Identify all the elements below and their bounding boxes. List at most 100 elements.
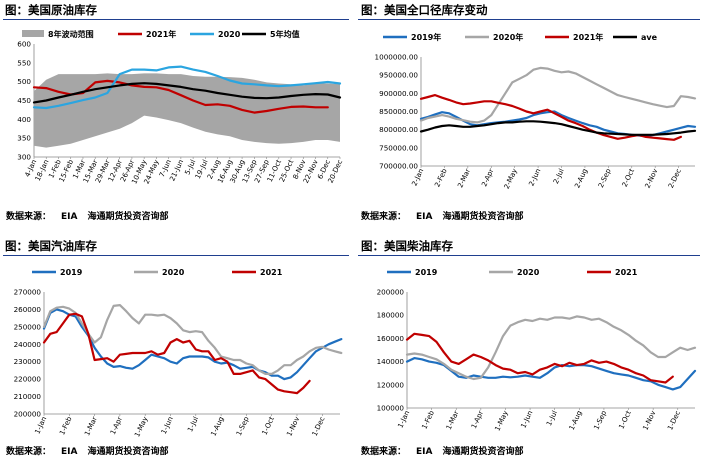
y-tick-label: 300 bbox=[17, 153, 31, 162]
x-tick-label: 1-Jul bbox=[545, 409, 559, 427]
legend-label: ave bbox=[641, 33, 658, 42]
y-tick-label: 800000.00 bbox=[379, 125, 418, 134]
y-tick-label: 120000 bbox=[377, 380, 405, 389]
y-tick-label: 230000 bbox=[14, 357, 42, 366]
y-tick-label: 270000 bbox=[14, 288, 42, 297]
source-org: EIA bbox=[416, 212, 433, 222]
source-org: EIA bbox=[61, 447, 78, 457]
legend-label: 2019 bbox=[415, 268, 438, 277]
y-tick-label: 100000 bbox=[377, 404, 405, 413]
series-line bbox=[42, 308, 343, 381]
x-tick-label: 1-Mar bbox=[445, 409, 461, 431]
x-tick-label: 2-Sep bbox=[597, 167, 613, 189]
panel-title: 图：美国柴油库存 bbox=[361, 239, 453, 253]
legend-label: 2019 bbox=[60, 268, 83, 277]
x-tick-label: 1-Apr bbox=[470, 409, 485, 430]
panel-title: 图：美国汽油库存 bbox=[5, 239, 97, 253]
source-note: 数据来源： EIA 海通期货投资咨询部 bbox=[361, 444, 534, 457]
x-tick-label: 1-Jun bbox=[519, 409, 534, 429]
y-tick-label: 140000 bbox=[377, 357, 405, 366]
x-tick-label: 2-Nov bbox=[644, 167, 660, 189]
legend-label: 2019年 bbox=[411, 32, 441, 42]
legend-label: 2021年 bbox=[146, 29, 176, 39]
y-tick-label: 600 bbox=[17, 40, 31, 49]
source-dept: 海通期货投资咨询部 bbox=[442, 447, 524, 457]
series-line bbox=[32, 82, 342, 104]
x-tick-label: 2-Aug bbox=[573, 167, 589, 189]
y-tick-label: 550 bbox=[17, 58, 31, 67]
x-tick-label: 2-Apr bbox=[480, 167, 495, 188]
x-tick-label: 1-Nov bbox=[285, 415, 301, 437]
series-line bbox=[405, 357, 697, 391]
x-tick-label: 1-Mar bbox=[83, 415, 99, 437]
y-tick-label: 200000 bbox=[377, 288, 405, 297]
y-tick-label: 450 bbox=[17, 96, 31, 105]
y-tick-label: 210000 bbox=[14, 392, 42, 401]
x-tick-label: 1-Oct bbox=[261, 415, 277, 436]
y-tick-label: 950000.00 bbox=[379, 71, 418, 80]
source-dept: 海通期货投资咨询部 bbox=[87, 447, 169, 457]
panel-title: 图：美国原油库存 bbox=[5, 3, 97, 17]
y-tick-label: 200000 bbox=[14, 410, 42, 419]
source-note: 数据来源： EIA 海通期货投资咨询部 bbox=[361, 209, 534, 222]
y-tick-label: 180000 bbox=[377, 311, 405, 320]
legend-swatch bbox=[22, 30, 44, 37]
legend-label: 5年均值 bbox=[270, 29, 300, 39]
title-underline bbox=[358, 255, 700, 256]
x-tick-label: 1-Sep bbox=[592, 409, 608, 431]
y-tick-label: 250000 bbox=[14, 322, 42, 331]
y-tick-label: 900000.00 bbox=[379, 89, 418, 98]
panel-crude-inventory: 图：美国原油库存 300 350 400 450 500 550 600 4-Jan 18-Ja… bbox=[0, 0, 352, 230]
panel-gasoline-inventory: 图：美国汽油库存 200000 210000 220000 230000 240000 2… bbox=[0, 236, 352, 460]
source-dept: 海通期货投资咨询部 bbox=[87, 212, 169, 222]
legend-label: 2021 bbox=[615, 268, 638, 277]
x-tick-label: 1-May bbox=[133, 415, 149, 438]
y-tick-label: 750000.00 bbox=[379, 143, 418, 152]
panel-title: 图：美国全口径库存变动 bbox=[361, 3, 488, 17]
y-tick-label: 220000 bbox=[14, 375, 42, 384]
series-line bbox=[419, 66, 697, 124]
source-label: 数据来源： bbox=[6, 447, 52, 457]
y-tick-label: 700000.00 bbox=[379, 162, 418, 171]
panel-diesel-inventory: 图：美国柴油库存 100000 120000 140000 160000 180000 2… bbox=[355, 236, 704, 460]
x-tick-label: 2-May bbox=[503, 167, 519, 190]
y-tick-label: 160000 bbox=[377, 334, 405, 343]
x-tick-label: 2-Feb bbox=[433, 167, 449, 188]
legend-label: 2020 bbox=[517, 268, 540, 277]
source-label: 数据来源： bbox=[6, 212, 52, 222]
y-tick-label: 350 bbox=[17, 134, 31, 143]
x-tick-label: 1-Jun bbox=[160, 415, 175, 435]
x-tick-label: 1-Dec bbox=[311, 415, 327, 437]
y-tick-label: 850000.00 bbox=[379, 107, 418, 116]
source-org: EIA bbox=[61, 212, 78, 222]
legend-label: 2020 bbox=[162, 268, 185, 277]
series-line bbox=[42, 304, 343, 375]
x-tick-label: 1-Aug bbox=[568, 409, 584, 431]
x-tick-label: 1-Oct bbox=[617, 409, 633, 430]
source-label: 数据来源： bbox=[361, 447, 407, 457]
x-tick-label: 1-Nov bbox=[641, 409, 657, 431]
legend-label: 2021 bbox=[260, 268, 283, 277]
panel-total-inventory-change: 图：美国全口径库存变动 700000.00 750000.00 800000.00 8… bbox=[355, 0, 704, 230]
title-underline bbox=[3, 255, 349, 256]
x-tick-label: 1-Dec bbox=[666, 409, 682, 431]
x-tick-label: 1-Feb bbox=[58, 415, 74, 436]
series-line bbox=[419, 120, 697, 136]
y-tick-label: 400 bbox=[17, 115, 31, 124]
x-tick-label: 2-Oct bbox=[621, 167, 637, 188]
x-tick-label: 2-Dec bbox=[667, 167, 683, 189]
series-line bbox=[405, 332, 674, 384]
x-tick-label: 1-Jul bbox=[186, 415, 200, 433]
legend-label: 2020年 bbox=[493, 32, 523, 42]
series-line bbox=[32, 79, 329, 114]
x-tick-label: 1-Aug bbox=[209, 415, 225, 437]
y-tick-label: 1000000.00 bbox=[375, 53, 419, 62]
total-inventory-chart: 700000.00 750000.00 800000.00 850000.00 9000… bbox=[375, 32, 697, 190]
y-tick-label: 260000 bbox=[14, 305, 42, 314]
diesel-inventory-chart: 1000001200001400001600001800002000001-Ja… bbox=[377, 268, 697, 432]
series-line bbox=[32, 65, 342, 110]
y-tick-label: 240000 bbox=[14, 340, 42, 349]
x-tick-label: 1-Apr bbox=[109, 415, 124, 436]
source-org: EIA bbox=[416, 447, 433, 457]
crude-inventory-chart: 3003504004505005506004-Jan18-Jan1-Feb15-… bbox=[17, 29, 344, 185]
